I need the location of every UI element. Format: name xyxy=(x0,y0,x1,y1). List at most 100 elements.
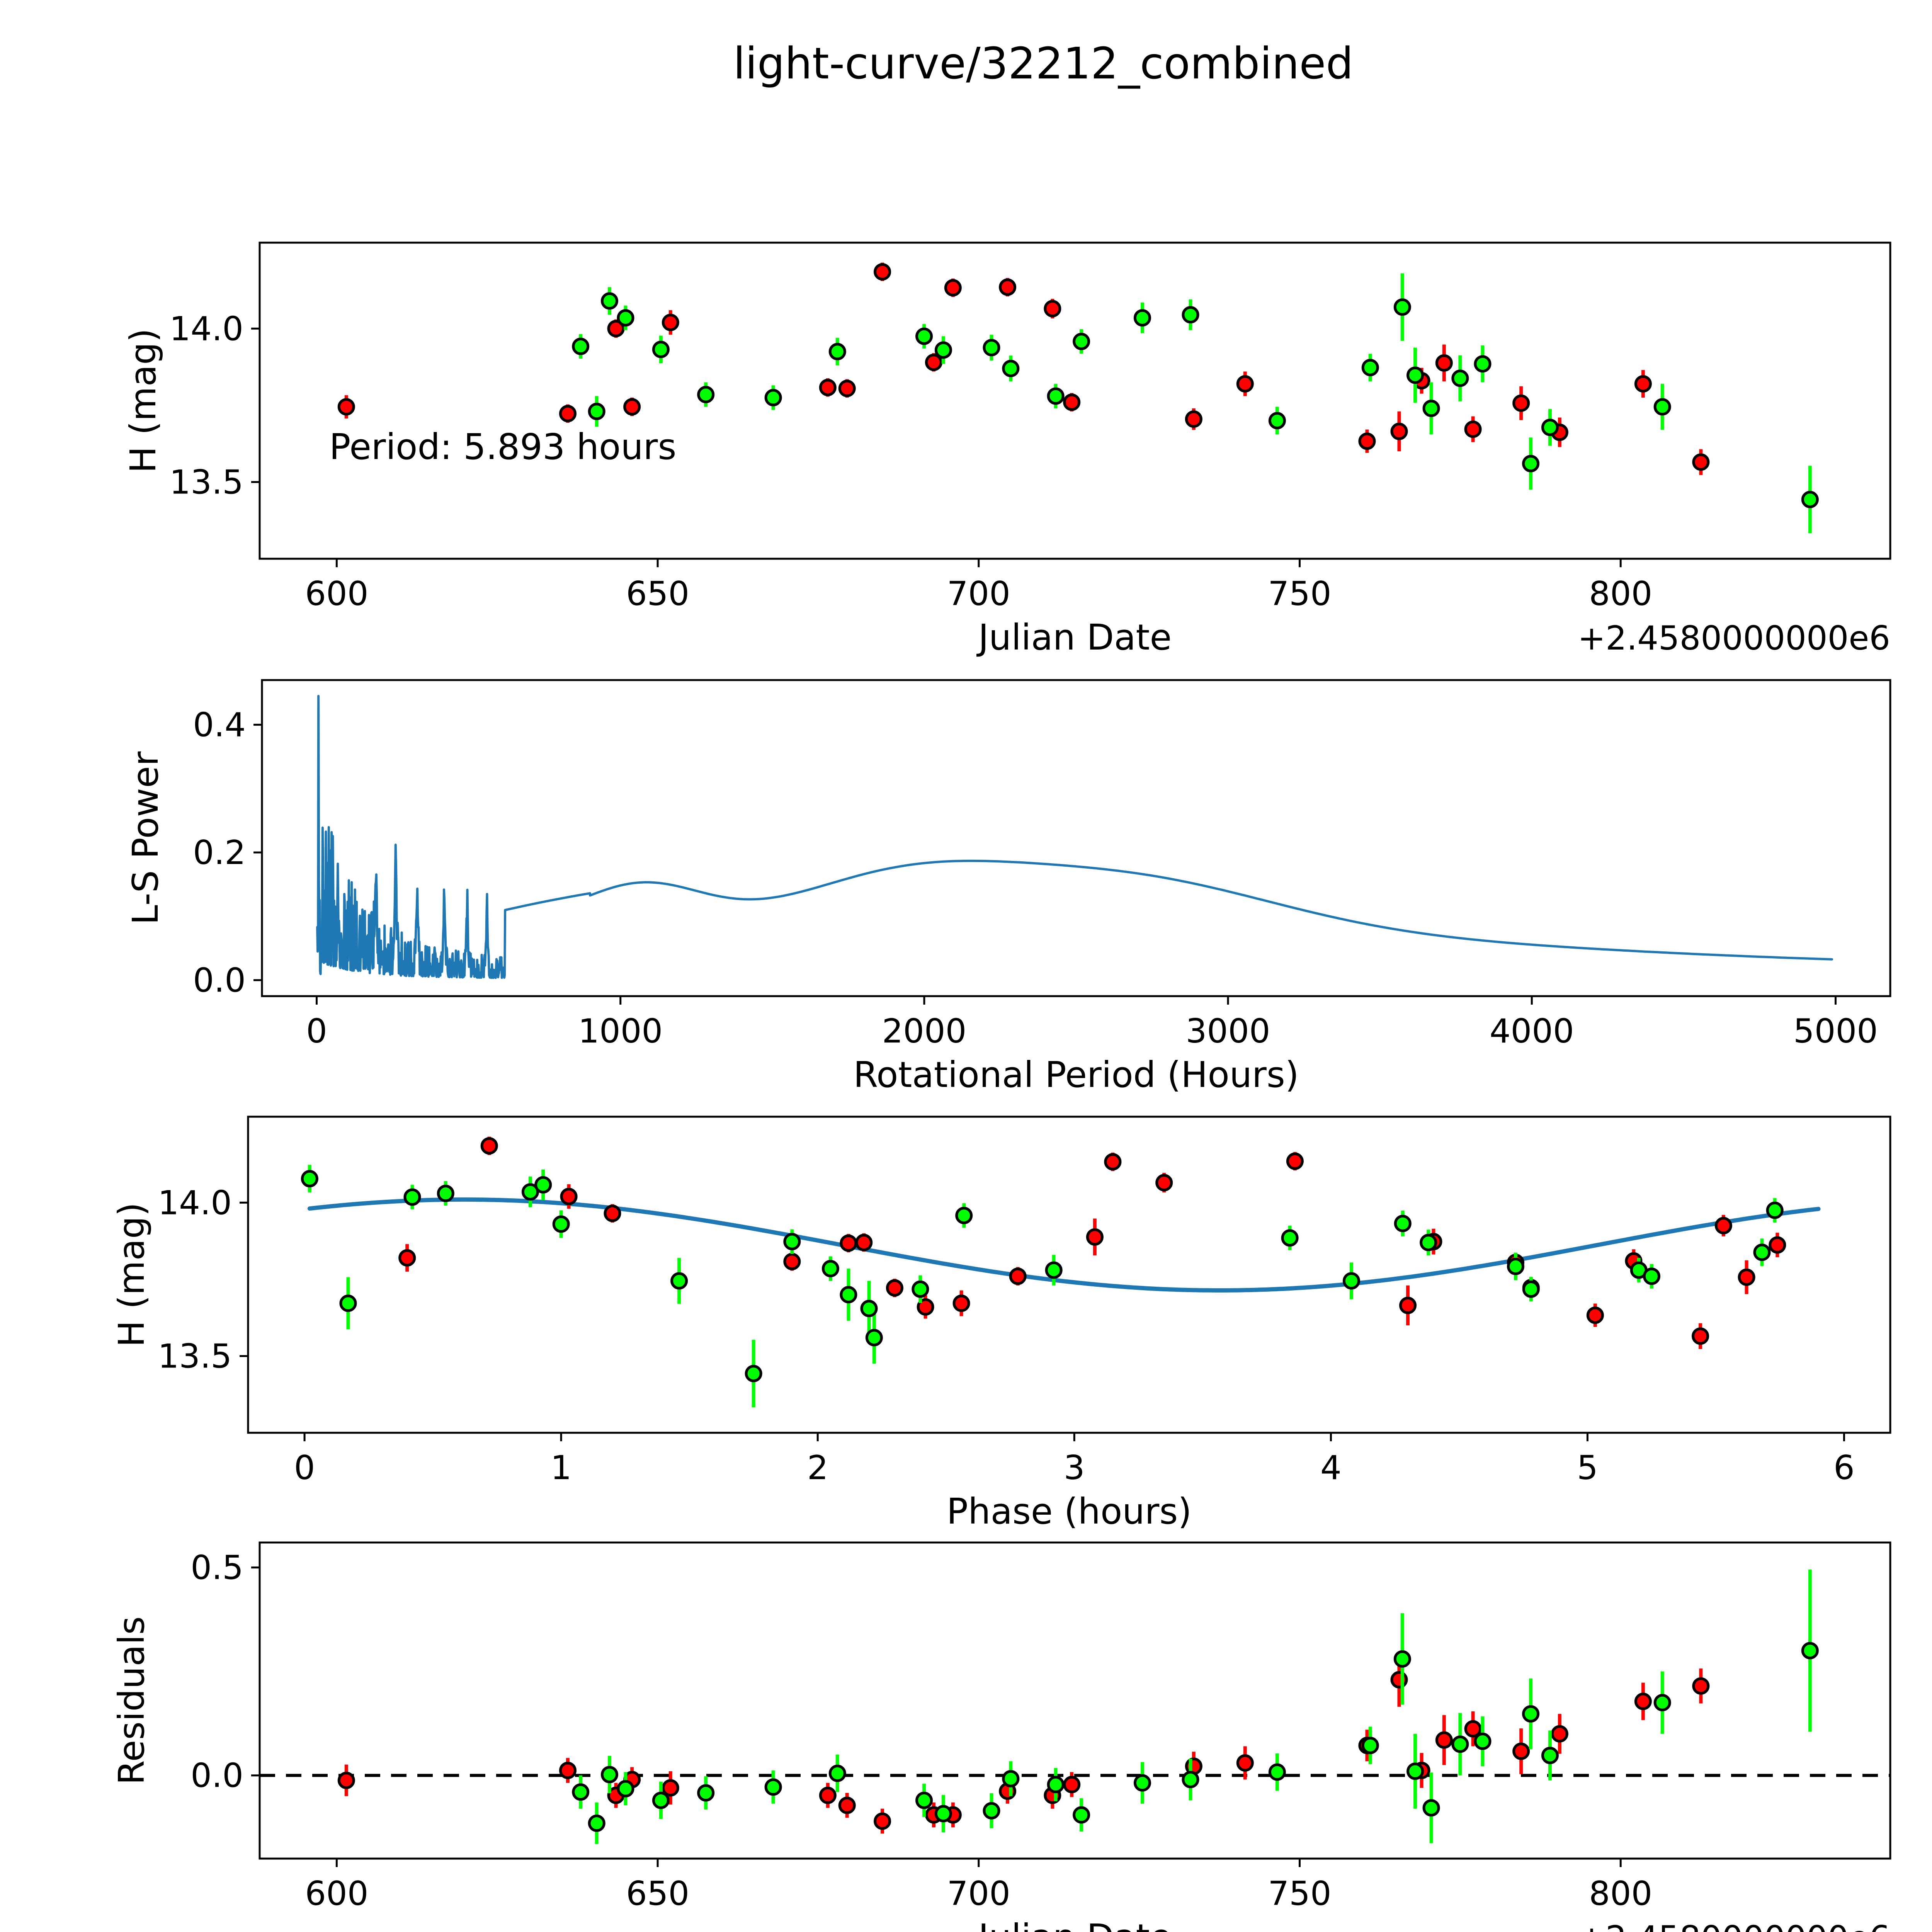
residuals-datapoint xyxy=(1002,1770,1020,1787)
lightcurve-yticklabel: 13.5 xyxy=(170,463,243,502)
residuals-x-offset-text: +2.4580000000e6 xyxy=(1578,1919,1890,1932)
residuals-datapoint xyxy=(1464,1720,1482,1738)
residuals-yticklabel: 0.0 xyxy=(190,1757,243,1795)
residuals-datapoint xyxy=(1390,1671,1408,1689)
lightcurve-datapoint xyxy=(697,386,715,403)
residuals-datapoint xyxy=(572,1783,590,1801)
residuals-datapoint xyxy=(1063,1776,1081,1793)
lightcurve-datapoint xyxy=(838,379,856,397)
residuals-datapoint xyxy=(1522,1705,1540,1723)
residuals-datapoint xyxy=(1512,1742,1530,1760)
periodogram-ylabel: L-S Power xyxy=(125,752,166,925)
lightcurve-datapoint xyxy=(559,405,577,422)
residuals-datapoint xyxy=(697,1784,715,1802)
periodogram-xticklabel: 5000 xyxy=(1793,1012,1878,1051)
panel-periodogram: 0 1000 2000 3000 4000 5000 0.0 0.2 0.4 Rotational… xyxy=(125,679,1891,1095)
phase-datapoint xyxy=(886,1279,903,1297)
periodogram-axes-frame xyxy=(261,679,1891,997)
phase-datapoint xyxy=(783,1233,801,1250)
lightcurve-datapoint xyxy=(1073,333,1090,350)
phase-datapoint xyxy=(521,1183,539,1201)
phase-datapoint xyxy=(552,1215,570,1233)
phase-xticklabel: 4 xyxy=(1320,1449,1342,1487)
lightcurve-datapoint xyxy=(828,343,846,361)
lightcurve-datapoint xyxy=(1002,360,1020,378)
phase-datapoint xyxy=(1009,1267,1027,1285)
lightcurve-datapoint xyxy=(1133,309,1151,327)
residuals-datapoint xyxy=(1073,1806,1090,1824)
phase-fit-curve xyxy=(307,1197,1821,1293)
residuals-ylabel: Residuals xyxy=(111,1616,152,1785)
lightcurve-datapoint xyxy=(1361,359,1379,376)
periodogram-yticklabel: 0.4 xyxy=(193,706,246,745)
periodogram-xticklabel: 0 xyxy=(306,1012,327,1051)
residuals-datapoint xyxy=(1653,1694,1671,1711)
residuals-datapoint xyxy=(983,1802,1000,1820)
residuals-xticklabel: 750 xyxy=(1268,1874,1331,1913)
lightcurve-yticklabel: 14.0 xyxy=(170,310,243,348)
lightcurve-datapoint xyxy=(572,337,590,355)
lightcurve-datapoint xyxy=(1185,410,1202,428)
residuals-datapoint xyxy=(764,1778,782,1796)
residuals-datapoint xyxy=(1047,1776,1065,1793)
lightcurve-datapoint xyxy=(600,292,618,310)
residuals-datapoint xyxy=(337,1772,355,1789)
residuals-datapoint xyxy=(934,1805,952,1823)
phase-datapoint xyxy=(1342,1272,1360,1290)
lightcurve-axes-frame xyxy=(259,242,1891,560)
phase-datapoint xyxy=(865,1329,883,1347)
phase-datapoint xyxy=(840,1234,857,1252)
residuals-datapoint xyxy=(1236,1754,1254,1772)
residuals-datapoint xyxy=(828,1764,846,1782)
phase-datapoint xyxy=(604,1204,621,1222)
residuals-series-green xyxy=(572,1569,1819,1844)
periodogram-xticklabel: 3000 xyxy=(1186,1012,1270,1051)
phase-datapoint xyxy=(480,1137,498,1155)
residuals-series-red xyxy=(337,1653,1710,1834)
residuals-datapoint xyxy=(1182,1771,1199,1788)
residuals-datapoint xyxy=(819,1786,837,1804)
residuals-datapoint xyxy=(1133,1774,1151,1792)
residuals-xticklabel: 650 xyxy=(626,1874,689,1913)
lightcurve-datapoint xyxy=(934,341,952,359)
phase-series-red xyxy=(398,1136,1786,1349)
phase-datapoint xyxy=(1104,1153,1122,1171)
residuals-datapoint xyxy=(1361,1736,1379,1754)
phase-datapoint xyxy=(745,1365,762,1383)
panel-phase: 0 1 2 3 4 5 6 14.0 13.5 Phase (hours) H (mag) xyxy=(111,1116,1891,1532)
lightcurve-xticklabel: 600 xyxy=(305,575,368,613)
lightcurve-datapoint xyxy=(983,339,1000,357)
residuals-xticklabel: 600 xyxy=(305,1874,368,1913)
phase-datapoint xyxy=(1753,1243,1771,1261)
phase-datapoint xyxy=(398,1249,416,1267)
phase-yticklabel: 14.0 xyxy=(158,1184,232,1222)
lightcurve-datapoint xyxy=(1182,306,1199,324)
lightcurve-datapoint xyxy=(1236,375,1254,393)
phase-datapoint xyxy=(1286,1152,1304,1170)
lightcurve-datapoint xyxy=(1522,455,1540,473)
lightcurve-datapoint xyxy=(1451,369,1469,387)
lightcurve-datapoint xyxy=(617,309,634,327)
lightcurve-datapoint xyxy=(652,340,670,358)
lightcurve-datapoint xyxy=(1435,354,1453,372)
phase-datapoint xyxy=(917,1298,934,1316)
phase-series-green xyxy=(301,1165,1784,1408)
residuals-datapoint xyxy=(1406,1762,1424,1780)
residuals-datapoint xyxy=(1268,1763,1286,1781)
lightcurve-datapoint xyxy=(1512,394,1530,412)
phase-datapoint xyxy=(301,1170,318,1187)
residuals-datapoint xyxy=(600,1766,618,1784)
lightcurve-datapoint xyxy=(662,313,679,331)
phase-xticklabel: 0 xyxy=(294,1449,315,1487)
phase-datapoint xyxy=(952,1294,970,1312)
phase-datapoint xyxy=(1586,1306,1604,1324)
phase-datapoint xyxy=(860,1299,878,1317)
phase-datapoint xyxy=(1692,1327,1709,1345)
lightcurve-series-green xyxy=(572,273,1819,534)
phase-datapoint xyxy=(955,1207,973,1225)
phase-datapoint xyxy=(560,1187,578,1205)
lightcurve-datapoint xyxy=(1393,298,1411,316)
lightcurve-datapoint xyxy=(819,379,837,396)
periodogram-xlabel: Rotational Period (Hours) xyxy=(853,1054,1299,1095)
